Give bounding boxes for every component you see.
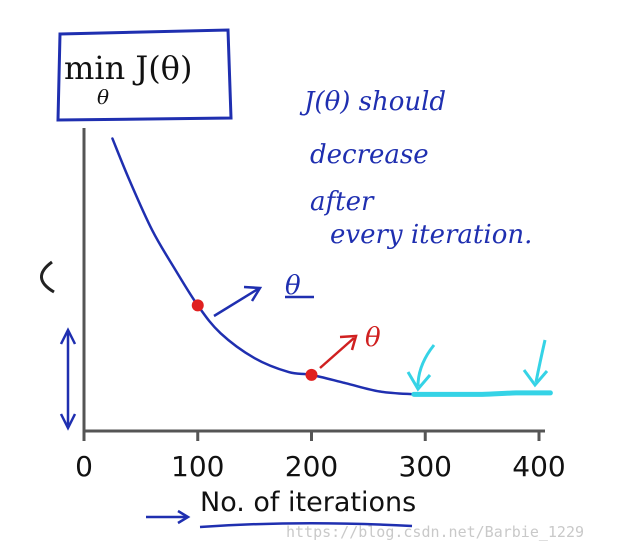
x-tick-label: 0 [75,450,93,483]
highlight-point [191,299,204,312]
x-axis-label: No. of iterations [200,487,416,518]
x-axis-label-group: No. of iterations [146,487,416,529]
annotation-line-1: J(θ) should [299,87,446,117]
flat-region-arrow-left [406,344,436,392]
highlight-points [191,299,318,381]
series-group [111,137,553,397]
x-tick-label: 300 [399,450,452,483]
theta-label-blue: θ [285,271,301,301]
watermark: https://blog.csdn.net/Barbie_1229 [286,523,584,541]
y-range-arrow [59,327,77,431]
series-line-converged [411,390,553,397]
x-tick-label: 200 [285,450,338,483]
x-tick-label: 400 [512,450,565,483]
x-ticks: 0 100 200 300 400 [75,431,566,483]
annotation-line-4: every iteration. [330,220,532,250]
theta-label-red: θ [365,323,381,353]
chart-title-subscript: θ [97,85,109,109]
flat-region-arrow-right [522,339,549,388]
chart-title: min J(θ) [64,49,192,87]
blue-theta-arrow [213,285,263,318]
axes [82,128,545,433]
annotation-note: J(θ) should decrease after every iterati… [299,87,532,250]
annotation-line-2: decrease [310,140,429,170]
partial-axis-mark [40,260,55,294]
annotation-line-3: after [310,187,375,217]
highlight-point [305,368,318,381]
title-box: min J(θ) θ [56,28,233,122]
series-line-cost-curve [111,137,416,396]
red-theta-arrow [319,334,358,369]
x-tick-label: 100 [171,450,224,483]
